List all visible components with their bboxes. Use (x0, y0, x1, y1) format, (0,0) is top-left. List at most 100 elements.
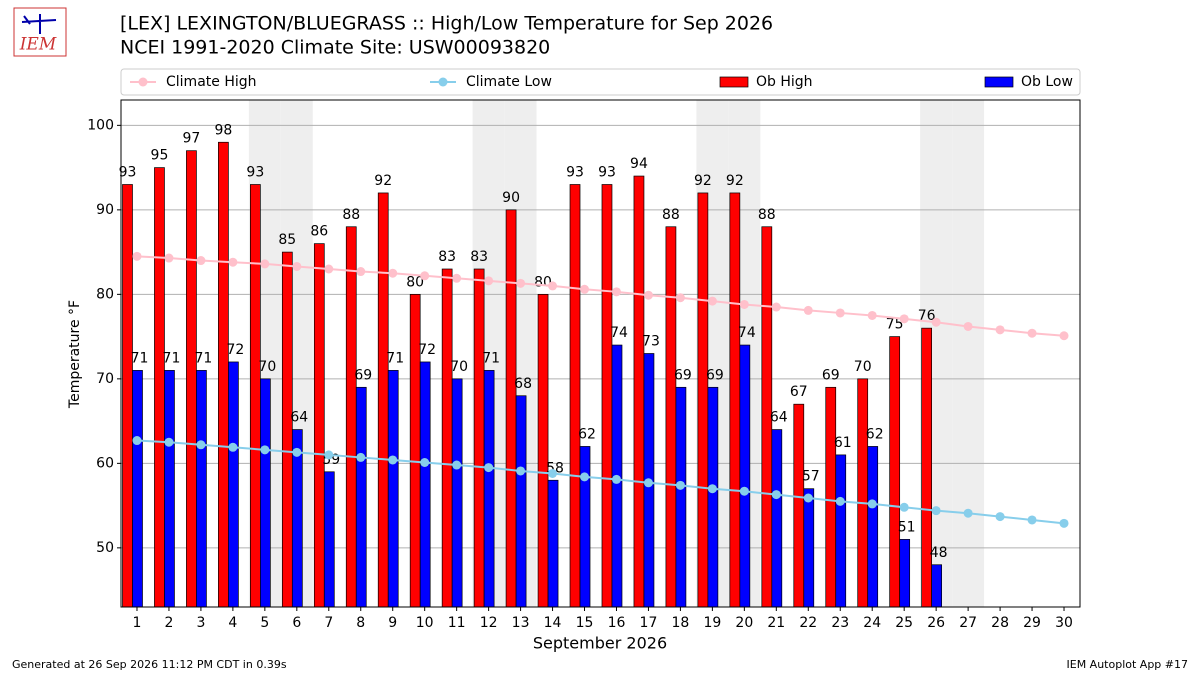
bar (793, 403, 805, 608)
data-label: 93 (246, 165, 264, 181)
data-label: 62 (578, 426, 596, 442)
bar (218, 141, 229, 608)
line-point (643, 290, 653, 300)
x-tick-label: 24 (863, 615, 881, 631)
y-tick-label: 100 (87, 117, 114, 133)
line-point (324, 264, 334, 274)
legend-label: Climate High (166, 74, 257, 90)
line-point (420, 458, 430, 468)
data-label: 94 (630, 156, 648, 172)
line-point (1027, 328, 1037, 338)
chart-subtitle: NCEI 1991-2020 Climate Site: USW00093820 (120, 37, 550, 59)
line-point (164, 437, 174, 447)
x-tick-label: 13 (512, 615, 530, 631)
bar (579, 446, 591, 608)
bar (345, 226, 357, 608)
line-point (931, 317, 941, 327)
line-point (228, 257, 238, 267)
data-label: 71 (386, 350, 404, 366)
data-label: 73 (642, 334, 660, 350)
data-label: 51 (898, 519, 916, 535)
logo-icon (21, 14, 57, 34)
bar (281, 251, 293, 608)
line-point (739, 486, 749, 496)
x-tick-label: 20 (735, 615, 753, 631)
x-tick-label: 3 (196, 615, 205, 631)
x-tick-label: 25 (895, 615, 913, 631)
line-point (835, 308, 845, 318)
legend-label: Climate Low (466, 74, 552, 90)
line-point (675, 480, 685, 490)
data-label: 93 (598, 165, 616, 181)
x-tick-label: 29 (1023, 615, 1041, 631)
line-point (196, 256, 206, 266)
data-label: 70 (450, 359, 468, 375)
bar (771, 429, 783, 608)
bar (355, 386, 367, 608)
line-point (260, 445, 270, 455)
line-point (707, 296, 717, 306)
line-point (1059, 518, 1069, 528)
data-label: 92 (374, 173, 392, 189)
y-tick-label: 50 (96, 540, 114, 556)
data-label: 95 (151, 148, 169, 164)
line-point (771, 302, 781, 312)
bar (515, 395, 527, 608)
x-tick-label: 28 (991, 615, 1009, 631)
line-point (1027, 515, 1037, 525)
line (136, 255, 1065, 337)
data-label: 88 (662, 207, 680, 223)
line-point (899, 502, 909, 512)
chart-title: [LEX] LEXINGTON/BLUEGRASS :: High/Low Te… (120, 13, 773, 35)
x-axis-label: September 2026 (533, 634, 667, 653)
legend-swatch (984, 76, 1014, 88)
x-tick-label: 27 (959, 615, 977, 631)
x-tick-label: 14 (544, 615, 562, 631)
bar (122, 184, 133, 608)
x-tick-label: 8 (356, 615, 365, 631)
bar (537, 294, 549, 608)
line-point (516, 466, 526, 476)
line-point (388, 455, 398, 465)
data-label: 64 (290, 410, 308, 426)
data-label: 67 (790, 384, 808, 400)
line-point (516, 278, 526, 288)
data-label: 69 (354, 367, 372, 383)
y-tick-label: 90 (96, 202, 114, 218)
bar (931, 564, 943, 608)
x-tick-label: 22 (799, 615, 817, 631)
line-point (899, 314, 909, 324)
legend-label: Ob Low (1021, 74, 1073, 90)
bar (186, 150, 197, 608)
data-label: 88 (758, 207, 776, 223)
line-point (132, 251, 142, 261)
line-point (963, 321, 973, 331)
x-tick-label: 9 (388, 615, 397, 631)
bar (921, 327, 933, 608)
line-point (771, 490, 781, 500)
line-point (484, 463, 494, 473)
line-point (292, 261, 302, 271)
line-point (228, 442, 238, 452)
data-label: 70 (258, 359, 276, 375)
line-point (835, 496, 845, 506)
data-label: 71 (163, 350, 181, 366)
bar (250, 184, 261, 608)
line-point (548, 468, 558, 478)
legend-label: Ob High (756, 74, 813, 90)
bar (889, 336, 901, 608)
data-label: 93 (566, 165, 584, 181)
bar (441, 268, 453, 608)
line-point (260, 259, 270, 269)
legend-swatch (138, 77, 148, 87)
x-tick-label: 23 (831, 615, 849, 631)
bar (419, 361, 431, 608)
data-label: 72 (418, 342, 436, 358)
data-label: 83 (470, 249, 488, 265)
logo-frame (13, 7, 67, 57)
bar (803, 488, 815, 608)
bar (451, 378, 463, 608)
data-label: 98 (214, 122, 232, 138)
line-point (420, 271, 430, 281)
bar (707, 386, 719, 608)
